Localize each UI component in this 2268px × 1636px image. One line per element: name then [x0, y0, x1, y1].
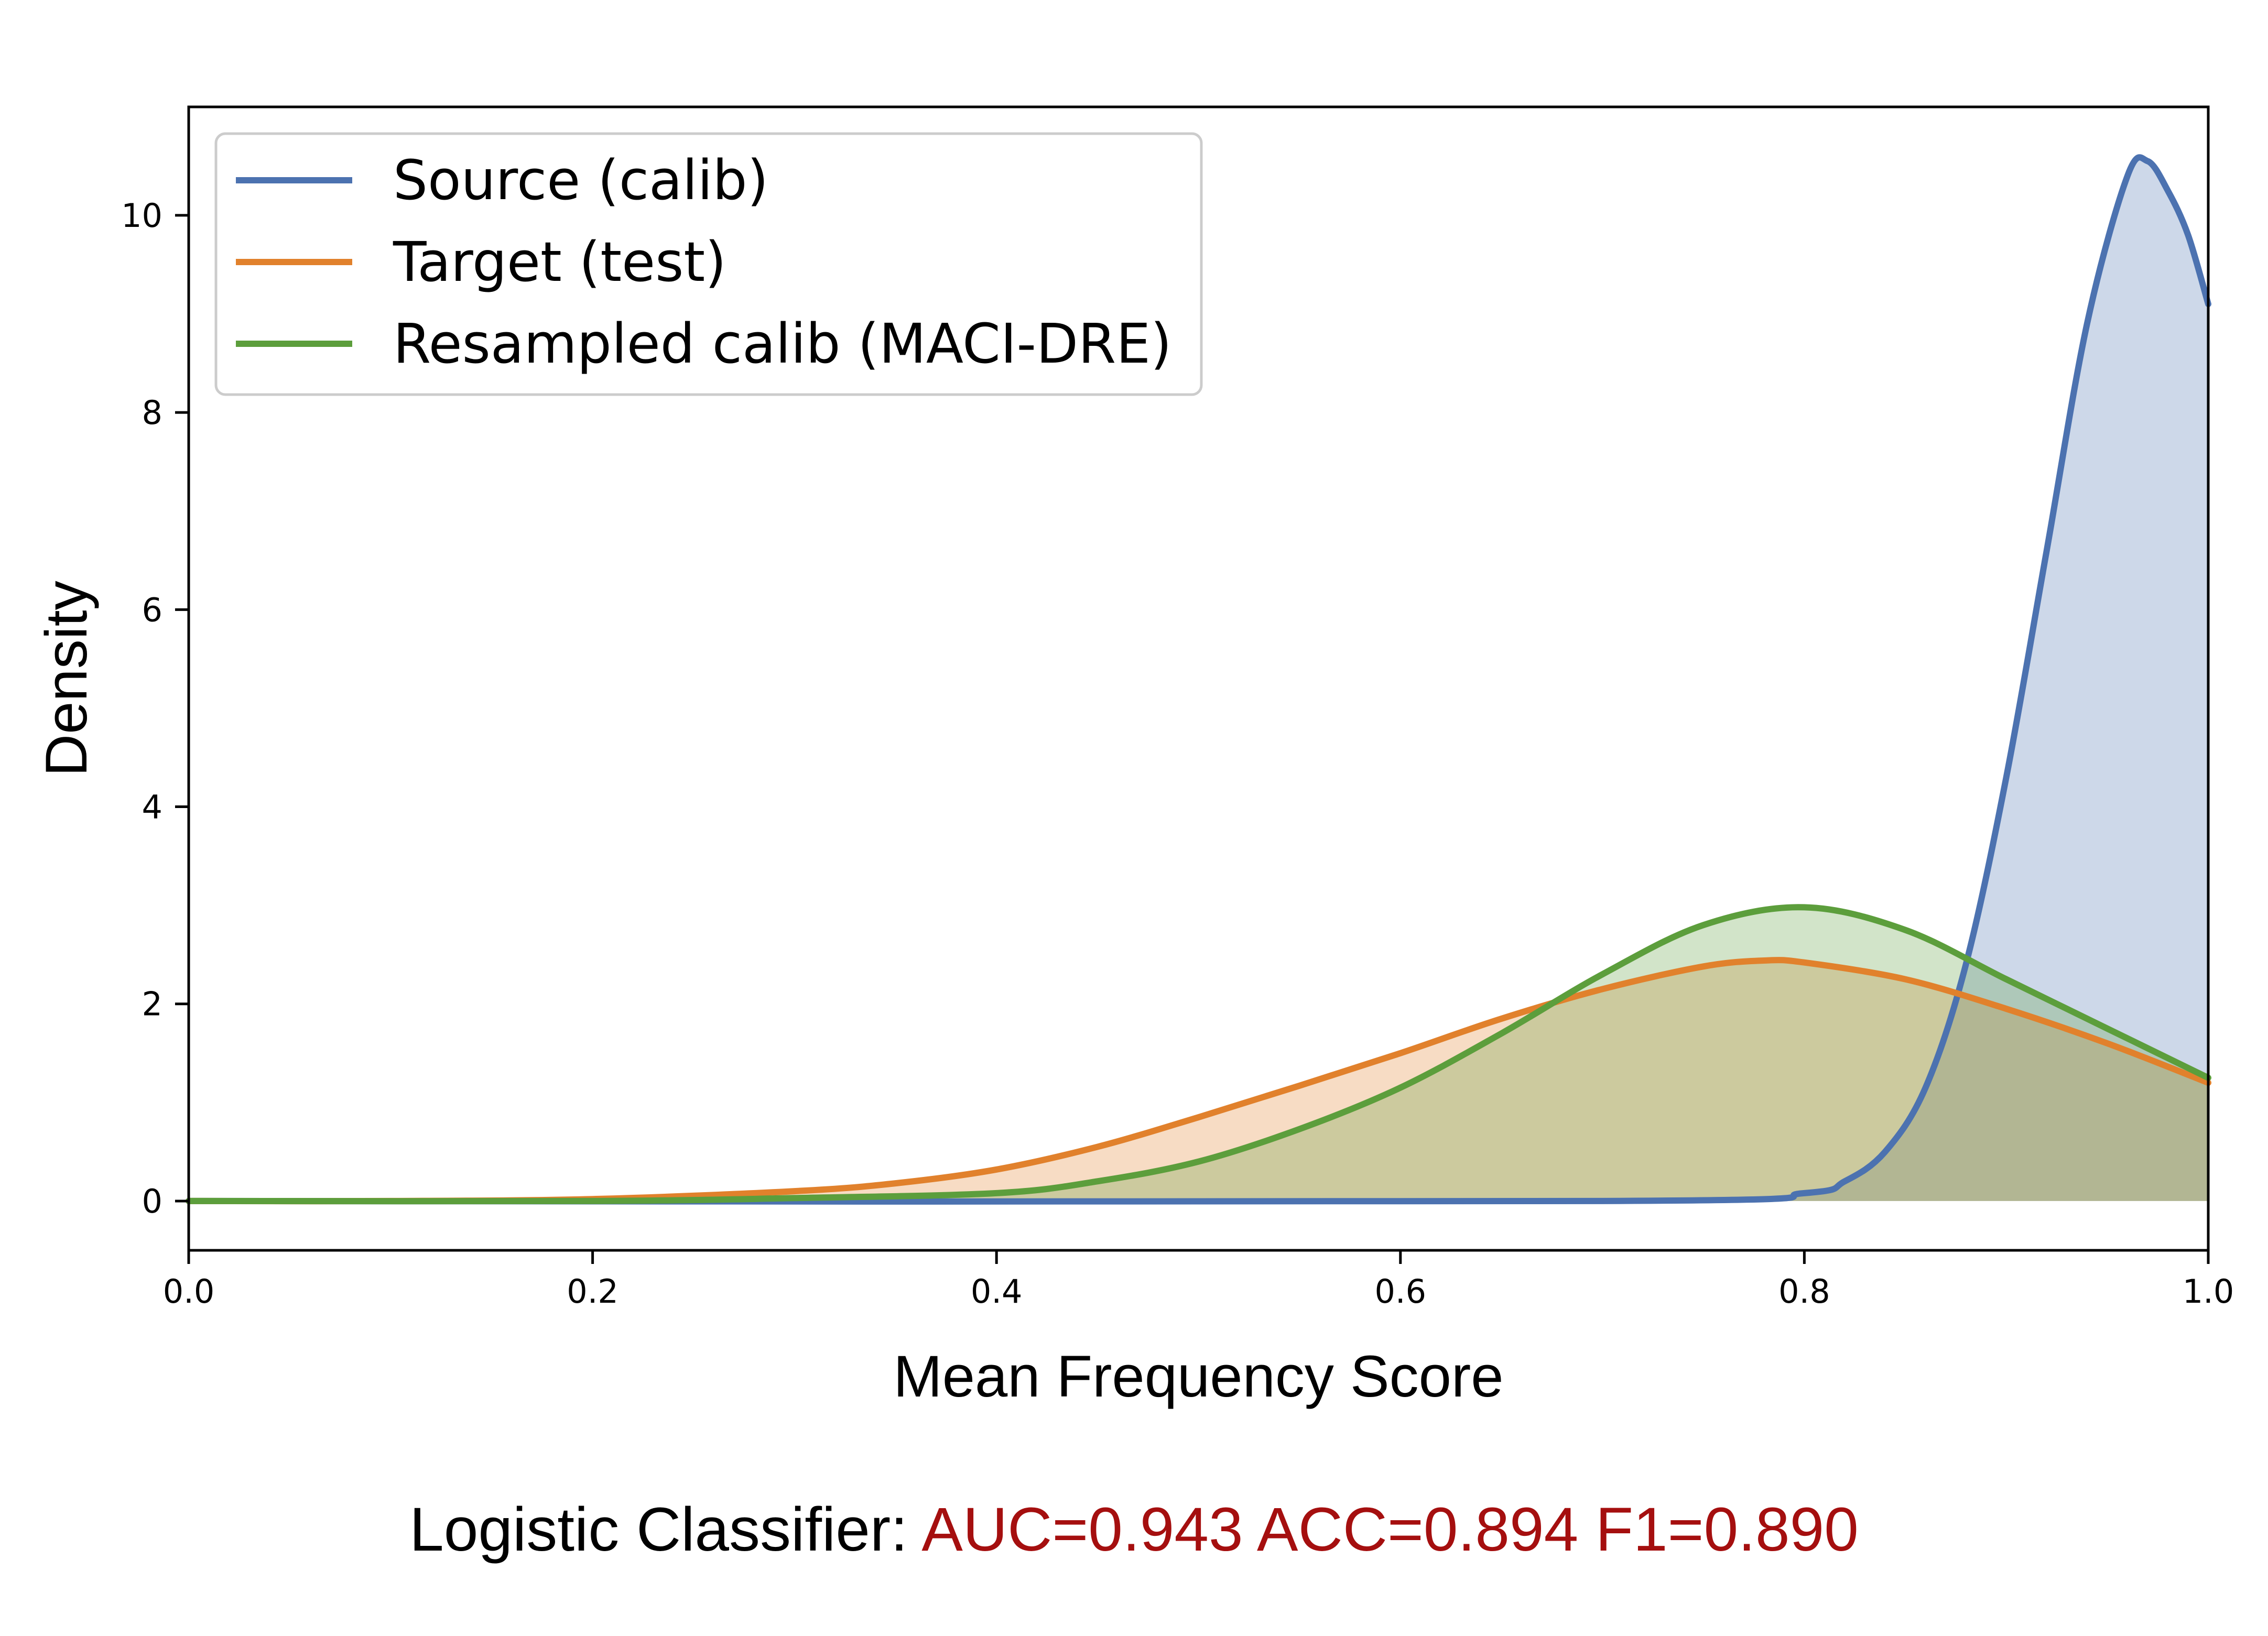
y-axis-title: Density — [34, 581, 99, 776]
series-fill-1 — [189, 960, 2208, 1202]
x-tick-label: 1.0 — [2183, 1272, 2234, 1311]
x-tick-label: 0.8 — [1778, 1272, 1830, 1311]
y-tick-label: 6 — [142, 591, 162, 629]
classifier-metrics: AUC=0.943 ACC=0.894 F1=0.890 — [921, 1495, 1859, 1564]
x-axis-title: Mean Frequency Score — [893, 1344, 1503, 1409]
series-fill-2 — [189, 907, 2208, 1202]
legend-label-0: Source (calib) — [393, 148, 768, 212]
y-tick-label: 0 — [142, 1182, 162, 1220]
series-line-2 — [186, 904, 2211, 1205]
y-tick-label: 8 — [142, 394, 162, 432]
legend: Source (calib) Target (test) Resampled cal… — [214, 132, 1203, 396]
y-axis-ticks: 0 2 4 6 8 10 — [121, 197, 189, 1220]
y-tick-label: 2 — [142, 985, 162, 1023]
x-tick-label: 0.4 — [971, 1272, 1023, 1311]
x-tick-label: 0.2 — [567, 1272, 618, 1311]
x-tick-label: 0.0 — [163, 1272, 215, 1311]
series-fill-0 — [189, 157, 2208, 1202]
density-fills — [189, 157, 2208, 1202]
legend-items: Source (calib) Target (test) Resampled cal… — [236, 148, 1172, 376]
classifier-label: Logistic Classifier: — [409, 1495, 908, 1564]
y-tick-label: 10 — [121, 197, 162, 235]
legend-label-2: Resampled calib (MACI-DRE) — [393, 312, 1172, 376]
classifier-summary: Logistic Classifier: AUC=0.943 ACC=0.894… — [0, 1499, 2268, 1561]
y-tick-label: 4 — [142, 788, 162, 826]
x-axis-ticks: 0.0 0.2 0.4 0.6 0.8 1.0 — [163, 1250, 2234, 1311]
legend-box — [214, 132, 1203, 396]
density-lines — [186, 154, 2211, 1205]
plot-frame — [187, 105, 2210, 1252]
legend-label-1: Target (test) — [393, 230, 726, 294]
series-line-0 — [186, 154, 2211, 1205]
x-tick-label: 0.6 — [1374, 1272, 1426, 1311]
series-line-1 — [186, 957, 2211, 1205]
